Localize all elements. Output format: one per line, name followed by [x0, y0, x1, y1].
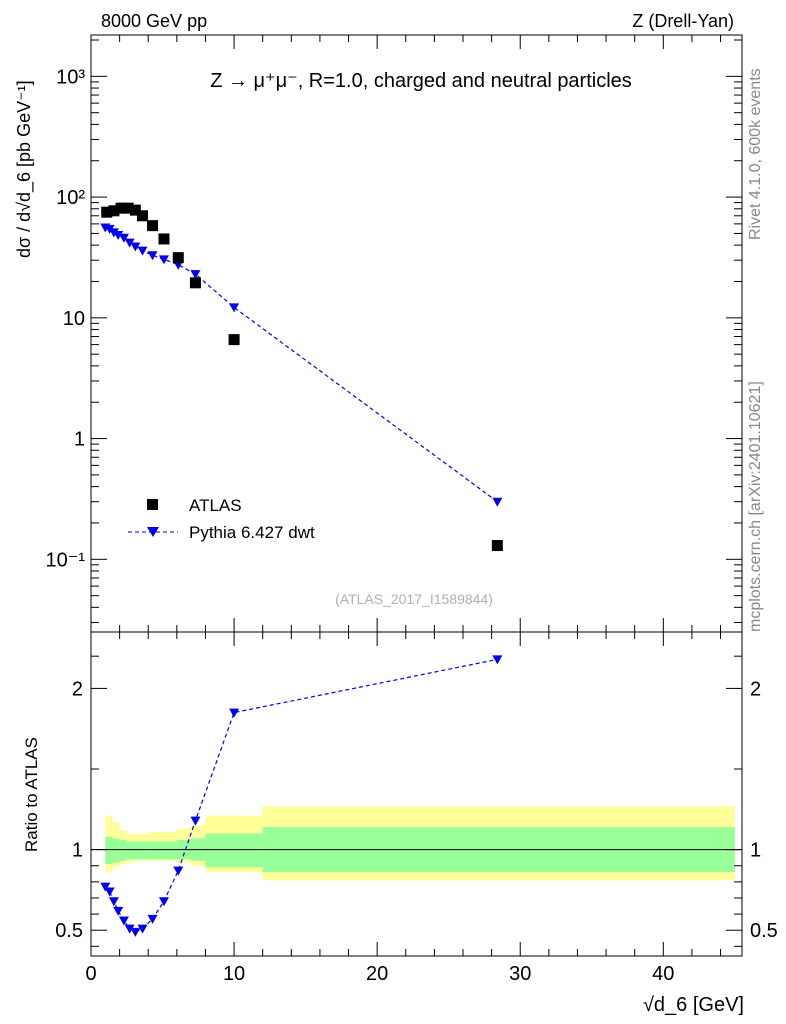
pythia-ratio-point: [147, 914, 158, 924]
pythia-point: [147, 251, 158, 261]
inner-band-segment: [126, 841, 134, 860]
inner-band-segment: [141, 841, 149, 860]
mcplots-label: mcplots.cern.ch [arXiv:2401.10621]: [747, 381, 764, 632]
pythia-ratio-point: [173, 866, 184, 876]
pythia-ratio-line: [104, 658, 498, 933]
main-frame: [90, 34, 743, 633]
atlas-point: [147, 220, 159, 232]
x-axis-label: √d_6 [GeV]: [643, 994, 744, 1016]
ratio-tick-label: 0.5: [55, 920, 83, 942]
ratio-tick-label-right: 2: [750, 678, 761, 700]
pythia-line: [105, 226, 498, 503]
legend-atlas-marker: [147, 499, 158, 510]
pythia-ratio-point: [104, 887, 115, 897]
pythia-ratio-point: [130, 927, 141, 937]
inner-band-segment: [205, 833, 263, 868]
inner-band-segment: [148, 841, 163, 860]
legend-pythia-label: Pythia 6.427 dwt: [189, 523, 315, 542]
pythia-point: [130, 242, 141, 252]
main-panel: 10⁻¹ 1 10 10² 10³: [46, 34, 743, 633]
atlas-point: [228, 334, 240, 346]
main-axis-ticks: 10⁻¹ 1 10 10² 10³: [46, 35, 742, 632]
pythia-point: [190, 270, 201, 280]
pythia-point: [492, 497, 503, 507]
pythia-point: [113, 231, 124, 241]
atlas-point: [115, 202, 127, 214]
pythia-ratio-point: [124, 924, 135, 934]
y-axis-label: dσ / d√d_6 [pb GeV⁻¹]: [14, 80, 35, 258]
legend: ATLAS Pythia 6.427 dwt: [128, 496, 315, 542]
atlas-point: [137, 210, 149, 222]
pythia-ratio-point: [158, 897, 169, 907]
ratio-tick-label-right: 1: [750, 840, 761, 862]
pythia-ratio-point: [137, 924, 148, 934]
atlas-point: [491, 540, 503, 552]
atlas-series: [101, 202, 503, 552]
inner-band-segment: [162, 841, 177, 860]
pythia-point: [229, 303, 240, 313]
atlas-point: [129, 204, 141, 216]
pythia-ratio-point: [190, 816, 201, 826]
pythia-point: [124, 238, 135, 248]
ratio-y-label: Ratio to ATLAS: [22, 737, 41, 852]
y-tick-label: 10: [63, 308, 85, 330]
y-tick-label: 10³: [56, 66, 85, 88]
atlas-point: [101, 206, 113, 218]
y-tick-label: 10²: [56, 187, 85, 209]
inner-band-segment: [133, 841, 142, 860]
ratio-frame: [90, 631, 743, 957]
inner-band-segment: [112, 838, 120, 863]
x-tick-label: 20: [366, 963, 388, 985]
pythia-ratio-point: [229, 708, 240, 718]
pythia-series: [100, 223, 503, 507]
ratio-tick-label: 1: [72, 840, 83, 862]
plot-title: Z → μ⁺μ⁻, R=1.0, charged and neutral par…: [210, 70, 632, 92]
inner-band-segment: [119, 839, 127, 861]
pythia-ratio-series: [100, 655, 503, 937]
y-tick-label: 10⁻¹: [46, 549, 86, 571]
pythia-ratio-point: [100, 882, 111, 892]
pythia-point: [108, 228, 119, 238]
x-tick-label: 30: [509, 963, 531, 985]
rivet-label: Rivet 4.1.0, 600k events: [747, 68, 764, 240]
pythia-ratio-point: [113, 906, 124, 916]
pythia-point: [158, 255, 169, 265]
atlas-point: [189, 277, 201, 289]
uncertainty-bands: [105, 806, 735, 881]
ratio-panel: 0.5 0.51 12 20 10 20 30 40: [55, 631, 778, 985]
pythia-point: [137, 246, 148, 256]
pythia-ratio-point: [492, 655, 503, 665]
header-left: 8000 GeV pp: [101, 11, 207, 31]
legend-pythia-marker: [147, 527, 159, 537]
analysis-watermark: (ATLAS_2017_I1589844): [335, 591, 493, 607]
x-tick-label: 40: [652, 963, 674, 985]
atlas-point: [158, 233, 170, 245]
ratio-tick-label-right: 0.5: [750, 920, 778, 942]
pythia-ratio-point: [118, 916, 129, 926]
ratio-tick-label: 2: [72, 678, 83, 700]
atlas-point: [172, 252, 184, 264]
legend-atlas-label: ATLAS: [189, 496, 242, 515]
x-tick-label: 0: [85, 963, 96, 985]
atlas-point: [122, 202, 134, 214]
header-right: Z (Drell-Yan): [632, 11, 734, 31]
ratio-axis-ticks: 0.5 0.51 12 20 10 20 30 40: [55, 632, 778, 985]
x-tick-label: 10: [223, 963, 245, 985]
atlas-point: [108, 205, 120, 217]
pythia-ratio-point: [108, 897, 119, 907]
inner-band-segment: [105, 836, 113, 865]
y-tick-label: 1: [74, 429, 85, 451]
pythia-point: [118, 233, 129, 243]
